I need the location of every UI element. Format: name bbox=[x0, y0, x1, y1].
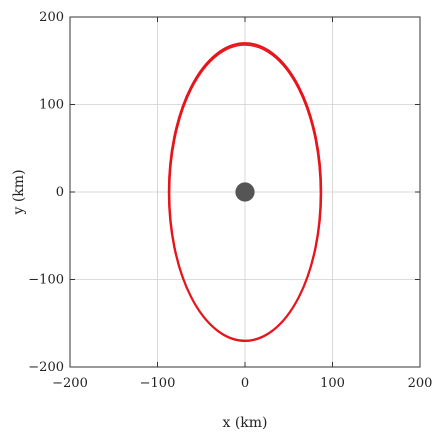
x-tick-label: 100 bbox=[320, 376, 345, 391]
orbit-series bbox=[167, 42, 323, 343]
axis-ticks: −200 −100 0 100 200 −200 −100 0 100 200 bbox=[28, 10, 432, 391]
x-tick-label: −200 bbox=[52, 376, 88, 391]
y-tick-label: 0 bbox=[56, 185, 64, 200]
x-axis-label: x (km) bbox=[222, 415, 267, 431]
x-tick-label: 0 bbox=[241, 376, 249, 391]
x-tick-label: −100 bbox=[140, 376, 176, 391]
y-axis-label: y (km) bbox=[11, 169, 27, 215]
x-tick-label: 200 bbox=[408, 376, 433, 391]
central-body-marker bbox=[235, 182, 255, 202]
y-tick-label: 200 bbox=[39, 10, 64, 25]
y-tick-label: 100 bbox=[39, 98, 64, 113]
y-tick-label: −200 bbox=[28, 360, 64, 375]
y-tick-label: −100 bbox=[28, 273, 64, 288]
orbit-line-pass bbox=[168, 44, 322, 343]
central-body-layer bbox=[235, 182, 255, 202]
